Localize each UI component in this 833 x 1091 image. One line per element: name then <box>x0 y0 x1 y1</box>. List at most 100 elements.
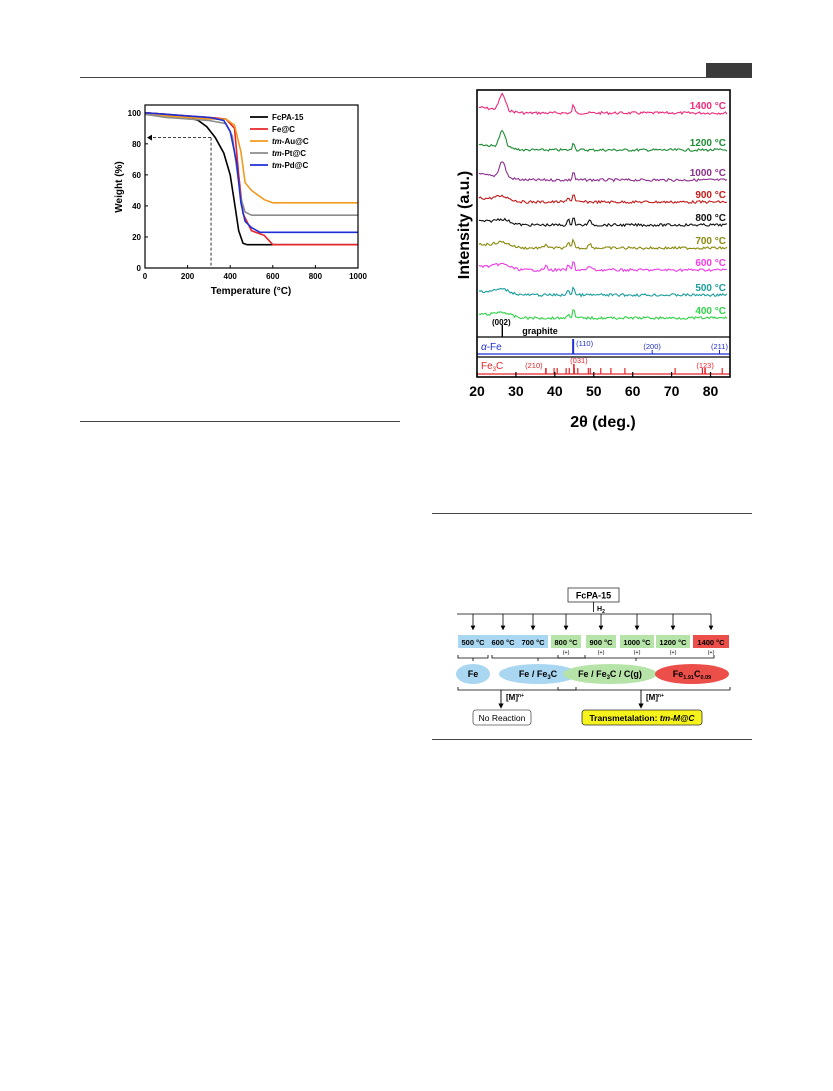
fe3c-peak-label: (210) <box>525 361 543 370</box>
left-figure-rule <box>80 421 400 422</box>
xrd-trace-label: 600 °C <box>695 258 726 269</box>
xrd-trace-5 <box>478 238 728 251</box>
temperature-label: 1400 °C <box>697 638 725 647</box>
tga-xtick-label: 800 <box>309 272 323 281</box>
xrd-xtick-label: 80 <box>703 383 719 399</box>
graphite-plus-mark: (+) <box>708 650 715 656</box>
tga-series-line-0 <box>144 112 358 246</box>
graphite-plus-mark: (+) <box>634 650 641 656</box>
xrd-trace-3 <box>478 194 728 205</box>
temperature-box <box>551 635 581 648</box>
tga-legend-label: FcPA-15 <box>272 113 304 122</box>
metal-label-right: [M]n+ <box>646 693 664 702</box>
phase-fe-fe3c-cg-label: Fe / Fe3C / C(g) <box>578 669 642 681</box>
tga-ytick-label: 80 <box>132 140 141 149</box>
temperature-box <box>488 635 518 648</box>
tga-series-line-3 <box>144 113 358 216</box>
temperature-box <box>693 635 729 648</box>
temperature-label: 800 °C <box>554 638 578 647</box>
phase-fe191 <box>655 664 729 684</box>
xrd-plot-frame <box>476 89 731 378</box>
fe3c-label: Fe3C <box>481 361 503 373</box>
xrd-trace-label: 1200 °C <box>690 138 726 149</box>
tga-ytick-label: 60 <box>132 171 141 180</box>
xrd-trace-label: 800 °C <box>695 213 726 224</box>
graphite-plus-mark: (+) <box>563 650 570 656</box>
xrd-xtick-label: 60 <box>625 383 641 399</box>
synthesis-scheme: FcPA-15 H2 500 °C 600 °C 700 °C 800 °C 900 °… <box>456 587 731 726</box>
graphite-plus-mark: (+) <box>670 650 677 656</box>
xrd-chart: Intensity (a.u.) 2θ (deg.) 1400 °C 1200 °… <box>456 89 731 431</box>
phase-fe <box>456 664 490 684</box>
phase-fe-fe3c-label: Fe / Fe3C <box>519 669 558 681</box>
temperature-label: 1200 °C <box>659 638 687 647</box>
tga-xtick-label: 1000 <box>349 272 367 281</box>
tga-ytick-label: 20 <box>132 233 141 242</box>
tga-ytick-label: 100 <box>128 109 142 118</box>
header-tab <box>706 63 752 77</box>
lower-bracket-left <box>457 687 577 691</box>
xrd-trace-7 <box>478 286 728 298</box>
phase-fe-fe3c <box>499 664 577 684</box>
tga-series-line-4 <box>144 112 358 234</box>
tga-legend-label: tm-Pd@C <box>272 161 308 170</box>
scheme-top-rule <box>432 513 752 514</box>
tga-xlabel: Temperature (°C) <box>211 286 292 297</box>
fe3c-peak-label: (123) <box>696 361 714 370</box>
tga-dashed-arrowhead <box>147 134 152 141</box>
xrd-trace-label: 900 °C <box>695 190 726 201</box>
temperature-box <box>518 635 548 648</box>
transmetalation-box <box>581 709 703 726</box>
xrd-trace-6 <box>478 261 727 273</box>
graphite-plus-mark: (+) <box>598 650 605 656</box>
tga-legend-label: tm-Au@C <box>272 137 309 146</box>
scheme-bottom-rule <box>432 739 752 740</box>
tga-ytick-label: 40 <box>132 202 141 211</box>
temperature-box <box>620 635 654 648</box>
no-reaction-label: No Reaction <box>479 713 526 723</box>
temperature-label: 500 °C <box>461 638 485 647</box>
lower-bracket-right <box>557 687 731 691</box>
alpha-fe-peak-label: (200) <box>643 342 661 351</box>
tga-xtick-label: 400 <box>224 272 238 281</box>
alpha-fe-label: α-Fe <box>481 342 502 353</box>
xrd-trace-2 <box>478 161 728 183</box>
xrd-xlabel: 2θ (deg.) <box>570 414 636 431</box>
tga-series-line-1 <box>144 112 358 246</box>
phase-fe-label: Fe <box>468 669 479 679</box>
transmetalation-label: Transmetalation: tm-M@C <box>589 713 695 723</box>
tga-legend-label: tm-Pt@C <box>272 149 306 158</box>
xrd-trace-label: 500 °C <box>695 283 726 294</box>
bracket-fe-fe3c-cg <box>557 655 715 661</box>
tga-xtick-label: 200 <box>181 272 195 281</box>
alpha-fe-peak-label: (211) <box>711 342 728 351</box>
no-reaction-box <box>472 709 532 726</box>
xrd-trace-0 <box>478 92 728 116</box>
header-rule <box>80 77 752 78</box>
xrd-trace-label: 400 °C <box>695 306 726 317</box>
graphite-peak-label: (002) <box>492 318 511 327</box>
fe3c-peak-label: (031) <box>570 356 588 365</box>
phase-fe-fe3c-cg <box>563 664 657 684</box>
xrd-trace-label: 1400 °C <box>690 101 726 112</box>
graphite-label: graphite <box>522 326 558 336</box>
xrd-trace-label: 1000 °C <box>690 168 726 179</box>
tga-series-line-2 <box>144 112 358 204</box>
phase-fe191-label: Fe1.91C0.09 <box>673 669 711 681</box>
tga-ylabel: Weight (%) <box>114 161 125 212</box>
temperature-box <box>656 635 690 648</box>
tga-xtick-label: 600 <box>266 272 280 281</box>
xrd-trace-4 <box>478 217 728 228</box>
xrd-xtick-label: 50 <box>586 383 602 399</box>
tga-legend-label: Fe@C <box>272 125 295 134</box>
tga-ytick-label: 0 <box>137 264 142 273</box>
xrd-xtick-label: 30 <box>508 383 524 399</box>
alpha-fe-peak-label: (110) <box>576 339 593 348</box>
tga-plot-frame <box>144 104 359 269</box>
bracket-fe <box>457 655 489 661</box>
tga-xtick-label: 0 <box>143 272 148 281</box>
temperature-box <box>458 635 488 648</box>
xrd-trace-label: 700 °C <box>695 236 726 247</box>
xrd-ylabel: Intensity (a.u.) <box>456 171 473 279</box>
temperature-label: 700 °C <box>521 638 545 647</box>
